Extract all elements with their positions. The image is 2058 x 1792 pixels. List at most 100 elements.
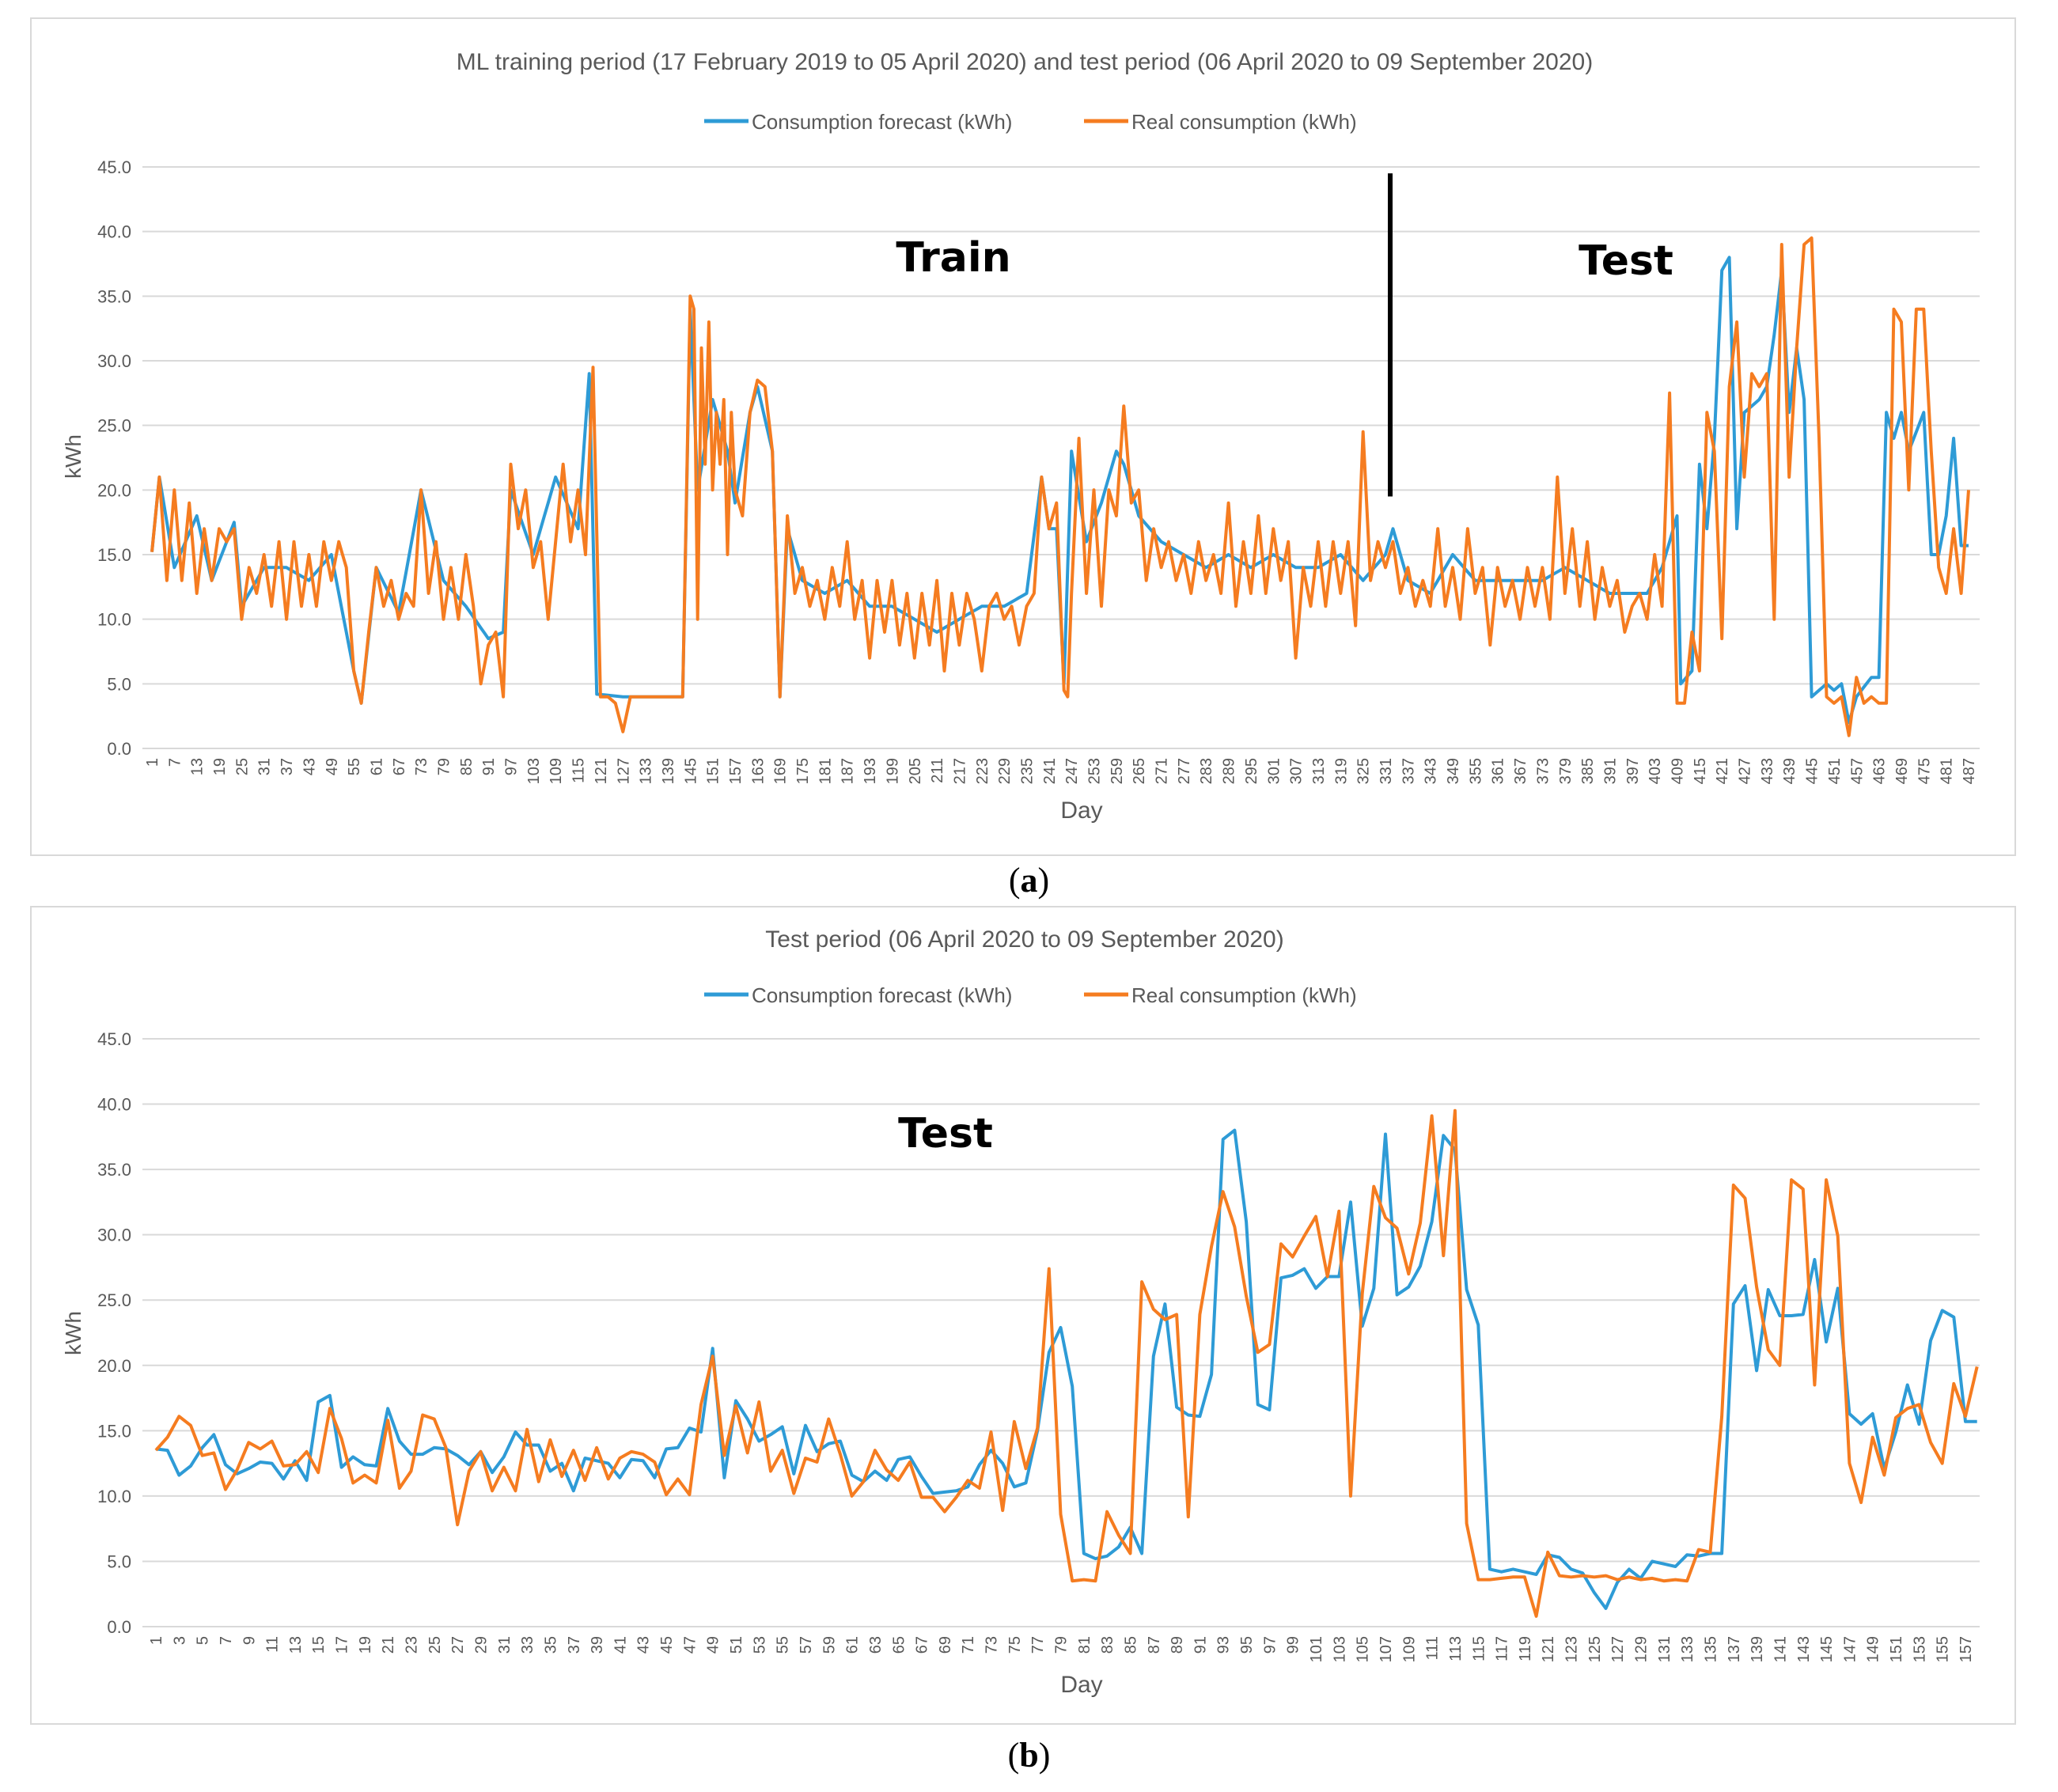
- x-tick-label-b: 1: [148, 1636, 165, 1645]
- x-tick-label-b: 143: [1795, 1636, 1813, 1662]
- x-tick-label-a: 175: [794, 758, 812, 784]
- x-tick-label-a: 211: [929, 758, 946, 783]
- x-tick-label-a: 349: [1445, 758, 1462, 784]
- x-tick-label-b: 85: [1122, 1636, 1139, 1654]
- series-real-line-a: [150, 236, 1970, 737]
- x-tick-label-b: 11: [264, 1636, 282, 1653]
- x-tick-label-a: 343: [1423, 758, 1440, 784]
- y-tick-label-a-2: 10.0: [97, 610, 131, 630]
- chart-b-xlabel: Day: [1060, 1672, 1102, 1698]
- annotation-test-b: Test: [898, 1110, 993, 1157]
- x-tick-label-a: 25: [233, 758, 251, 775]
- x-tick-label-b: 117: [1494, 1636, 1511, 1661]
- x-tick-label-b: 139: [1749, 1636, 1766, 1662]
- chart-b-ylabel: kWh: [61, 1311, 85, 1355]
- x-tick-label-b: 29: [472, 1636, 490, 1654]
- x-tick-label-b: 127: [1609, 1636, 1627, 1662]
- x-tick-label-a: 205: [907, 758, 924, 784]
- x-tick-label-b: 113: [1447, 1636, 1465, 1661]
- chart-b-svg: Test period (06 April 2020 to 09 Septemb…: [61, 926, 1980, 1698]
- chart-a-x-ticks: 1 7 13 19 25 31 37 43 49 55 61 67 73 79 85 91 97 103 109 11…: [144, 758, 1978, 784]
- y-tick-label-a-5: 25.0: [97, 416, 131, 436]
- x-tick-label-b: 153: [1911, 1636, 1928, 1662]
- x-tick-label-a: 451: [1826, 758, 1844, 784]
- x-tick-label-b: 131: [1656, 1636, 1673, 1662]
- x-tick-label-a: 151: [705, 758, 722, 784]
- x-tick-label-a: 427: [1737, 758, 1754, 784]
- y-tick-label-a-9: 45.0: [97, 157, 131, 177]
- x-tick-label-b: 61: [844, 1636, 862, 1654]
- x-tick-label-b: 89: [1169, 1636, 1186, 1654]
- x-tick-label-a: 475: [1916, 758, 1933, 784]
- x-tick-label-a: 193: [862, 758, 879, 784]
- x-tick-label-b: 73: [984, 1636, 1001, 1654]
- chart-panel-a: ML training period (17 February 2019 to …: [30, 17, 2016, 856]
- x-tick-label-b: 25: [426, 1636, 444, 1654]
- x-tick-label-b: 17: [334, 1636, 351, 1654]
- x-tick-label-b: 87: [1146, 1636, 1163, 1654]
- x-tick-label-a: 37: [279, 758, 296, 775]
- x-tick-label-b: 149: [1865, 1636, 1882, 1662]
- x-tick-label-b: 69: [937, 1636, 954, 1654]
- y-tick-label-b-8: 40.0: [97, 1095, 131, 1115]
- y-tick-label-a-4: 20.0: [97, 480, 131, 500]
- x-tick-label-a: 391: [1601, 758, 1619, 784]
- x-tick-label-b: 9: [241, 1636, 258, 1645]
- x-tick-label-b: 91: [1192, 1636, 1209, 1654]
- chart-a-y-ticks: 0.0 5.0 10.0 15.0 20.0 25.0 30.0 35.0 40.0 45.0: [97, 157, 131, 759]
- x-tick-label-b: 81: [1076, 1636, 1093, 1654]
- y-tick-label-a-0: 0.0: [107, 739, 131, 759]
- y-tick-label-b-2: 10.0: [97, 1487, 131, 1506]
- x-tick-label-a: 145: [682, 758, 699, 784]
- x-tick-label-a: 325: [1355, 758, 1373, 784]
- x-tick-label-a: 19: [211, 758, 229, 775]
- x-tick-label-a: 307: [1288, 758, 1306, 784]
- x-tick-label-b: 141: [1772, 1636, 1789, 1662]
- x-tick-label-a: 187: [839, 758, 857, 784]
- series-forecast-line-b: [155, 1128, 1977, 1610]
- x-tick-label-a: 121: [593, 758, 610, 784]
- x-tick-label-a: 433: [1759, 758, 1776, 784]
- x-tick-label-b: 125: [1586, 1636, 1604, 1662]
- legend-a-forecast-label: Consumption forecast (kWh): [752, 110, 1012, 134]
- x-tick-label-a: 373: [1534, 758, 1552, 784]
- chart-a-title: ML training period (17 February 2019 to …: [457, 49, 1593, 75]
- y-tick-label-b-5: 25.0: [97, 1290, 131, 1310]
- y-tick-label-b-1: 5.0: [107, 1551, 131, 1571]
- x-tick-label-b: 145: [1818, 1636, 1836, 1662]
- x-tick-label-a: 31: [256, 758, 274, 775]
- x-tick-label-a: 487: [1961, 758, 1978, 784]
- x-tick-label-a: 247: [1063, 758, 1081, 784]
- x-tick-label-a: 379: [1557, 758, 1575, 784]
- x-tick-label-a: 337: [1400, 758, 1417, 784]
- x-tick-label-b: 93: [1215, 1636, 1233, 1654]
- x-tick-label-a: 73: [413, 758, 430, 775]
- x-tick-label-b: 111: [1424, 1636, 1442, 1660]
- chart-a-legend: Consumption forecast (kWh) Real consumpt…: [704, 110, 1357, 134]
- x-tick-label-a: 385: [1579, 758, 1597, 784]
- x-tick-label-a: 43: [301, 758, 318, 775]
- legend-b-real-label: Real consumption (kWh): [1131, 983, 1357, 1007]
- x-tick-label-b: 83: [1099, 1636, 1116, 1654]
- x-tick-label-a: 163: [749, 758, 767, 784]
- x-tick-label-a: 253: [1086, 758, 1104, 784]
- x-tick-label-a: 223: [974, 758, 991, 784]
- x-tick-label-b: 63: [867, 1636, 885, 1654]
- x-tick-label-b: 37: [566, 1636, 583, 1654]
- x-tick-label-a: 79: [435, 758, 453, 775]
- y-tick-label-b-3: 15.0: [97, 1421, 131, 1441]
- x-tick-label-b: 157: [1958, 1636, 1975, 1662]
- x-tick-label-a: 319: [1332, 758, 1350, 784]
- x-tick-label-b: 7: [218, 1636, 235, 1645]
- x-tick-label-a: 331: [1378, 758, 1395, 784]
- x-tick-label-b: 155: [1935, 1636, 1952, 1662]
- x-tick-label-b: 97: [1261, 1636, 1279, 1654]
- x-tick-label-b: 67: [914, 1636, 931, 1654]
- x-tick-label-a: 157: [727, 758, 745, 784]
- chart-a-svg: ML training period (17 February 2019 to …: [61, 49, 1980, 824]
- x-tick-label-a: 217: [951, 758, 968, 784]
- x-tick-label-a: 409: [1670, 758, 1687, 784]
- y-tick-label-a-8: 40.0: [97, 222, 131, 242]
- x-tick-label-b: 65: [890, 1636, 908, 1654]
- y-tick-label-a-3: 15.0: [97, 545, 131, 565]
